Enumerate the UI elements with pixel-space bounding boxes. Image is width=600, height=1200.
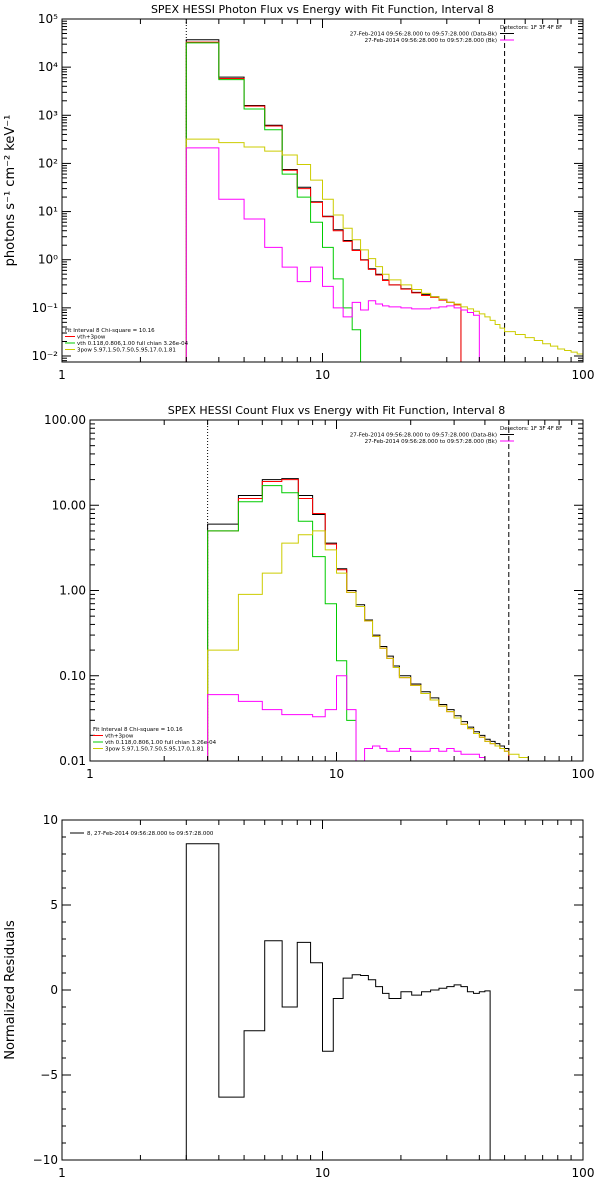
x-tick-label: 100 bbox=[572, 767, 595, 781]
y-tick-label: 10² bbox=[38, 156, 58, 170]
y-tick-label: 10⁴ bbox=[38, 60, 58, 74]
y-tick-label: 0.01 bbox=[59, 754, 86, 768]
series-line bbox=[207, 479, 510, 761]
y-tick-label: 1.00 bbox=[59, 584, 86, 598]
y-tick-label: 10⁵ bbox=[38, 12, 58, 26]
legend-bottom-entry: 3pow 5.97,1.50,7.50,5.95,17.0,1.81 bbox=[77, 348, 176, 354]
x-tick-label: 10 bbox=[329, 767, 344, 781]
legend-top-entry: 27-Feb-2014 09:56:28.000 to 09:57:28.000… bbox=[350, 32, 497, 38]
y-tick-label: 0.10 bbox=[59, 669, 86, 683]
legend-top-entry: Detectors: 1F 3F 4F 8F bbox=[500, 426, 562, 432]
y-tick-label: −10 bbox=[33, 1153, 58, 1167]
series-line bbox=[207, 485, 366, 761]
y-tick-label: 100.00 bbox=[44, 413, 86, 427]
plot-area bbox=[185, 19, 583, 362]
x-tick-label: 1 bbox=[58, 368, 66, 382]
y-axis-label: Normalized Residuals bbox=[3, 920, 18, 1060]
series-line bbox=[207, 530, 538, 761]
x-tick-label: 100 bbox=[572, 1166, 595, 1180]
legend-top-entry: 27-Feb-2014 09:56:28.000 to 09:57:28.000… bbox=[350, 433, 497, 439]
legend-bottom-entry: vth 0.118,0.806,1.00 full chian 3.26e-04 bbox=[105, 740, 217, 746]
legend-bottom-entry: vth+3pow bbox=[105, 734, 134, 740]
series-line bbox=[207, 478, 510, 761]
legend-bottom-entry: vth 0.118,0.806,1.00 full chian 3.26e-04 bbox=[77, 341, 189, 347]
series-line bbox=[185, 42, 362, 362]
y-tick-label: −5 bbox=[40, 1068, 58, 1082]
y-tick-label: 5 bbox=[50, 898, 58, 912]
panel-3: Normalized Residuals 1 10 100 −10 −5 0 5 10 8, 27… bbox=[3, 813, 594, 1180]
y-axis-label: photons s⁻¹ cm⁻² keV⁻¹ bbox=[3, 115, 18, 267]
series-line bbox=[185, 147, 480, 362]
y-tick-label: 10³ bbox=[38, 108, 58, 122]
plot-area bbox=[185, 843, 491, 1160]
legend-top-entry: Detectors: 1F 3F 4F 8F bbox=[500, 25, 562, 31]
x-tick-label: 100 bbox=[572, 368, 595, 382]
series-line bbox=[185, 138, 583, 362]
y-tick-label: 10.00 bbox=[52, 498, 86, 512]
y-tick-label: 10⁻¹ bbox=[32, 301, 59, 315]
x-tick-label: 1 bbox=[86, 767, 94, 781]
series-line bbox=[185, 41, 462, 362]
series-line bbox=[185, 843, 491, 1160]
x-tick-label: 10 bbox=[315, 368, 330, 382]
x-tick-label: 1 bbox=[58, 1166, 66, 1180]
legend-bottom-entry: Fit Interval 8 Chi-square = 10.16 bbox=[65, 328, 155, 334]
series-line bbox=[207, 675, 491, 761]
x-tick-label: 10 bbox=[315, 1166, 330, 1180]
legend-bottom-entry: vth+3pow bbox=[77, 335, 106, 341]
series-line bbox=[185, 39, 462, 362]
y-tick-label: 10⁰ bbox=[38, 253, 58, 267]
y-tick-label: 10 bbox=[43, 813, 58, 827]
legend-bottom-entry: Fit Interval 8 Chi-square = 10.16 bbox=[93, 727, 183, 733]
y-tick-label: 10¹ bbox=[38, 205, 58, 219]
plot-area bbox=[207, 420, 538, 761]
panel-2: SPEX HESSI Count Flux vs Energy with Fit… bbox=[44, 404, 594, 781]
y-tick-label: 10⁻² bbox=[32, 349, 59, 363]
panel-1: SPEX HESSI Photon Flux vs Energy with Fi… bbox=[3, 3, 595, 382]
chart-title: SPEX HESSI Count Flux vs Energy with Fit… bbox=[168, 404, 505, 417]
chart-title: SPEX HESSI Photon Flux vs Energy with Fi… bbox=[151, 3, 494, 16]
legend-top-entry: 27-Feb-2014 09:56:28.000 to 09:57:28.000… bbox=[365, 38, 497, 44]
legend-top-entry: 8, 27-Feb-2014 09:56:28.000 to 09:57:28.… bbox=[87, 831, 214, 837]
legend-top-entry: 27-Feb-2014 09:56:28.000 to 09:57:28.000… bbox=[365, 439, 497, 445]
legend-bottom-entry: 3pow 5.97,1.50,7.50,5.95,17.0,1.81 bbox=[105, 747, 204, 753]
y-tick-label: 0 bbox=[50, 983, 58, 997]
